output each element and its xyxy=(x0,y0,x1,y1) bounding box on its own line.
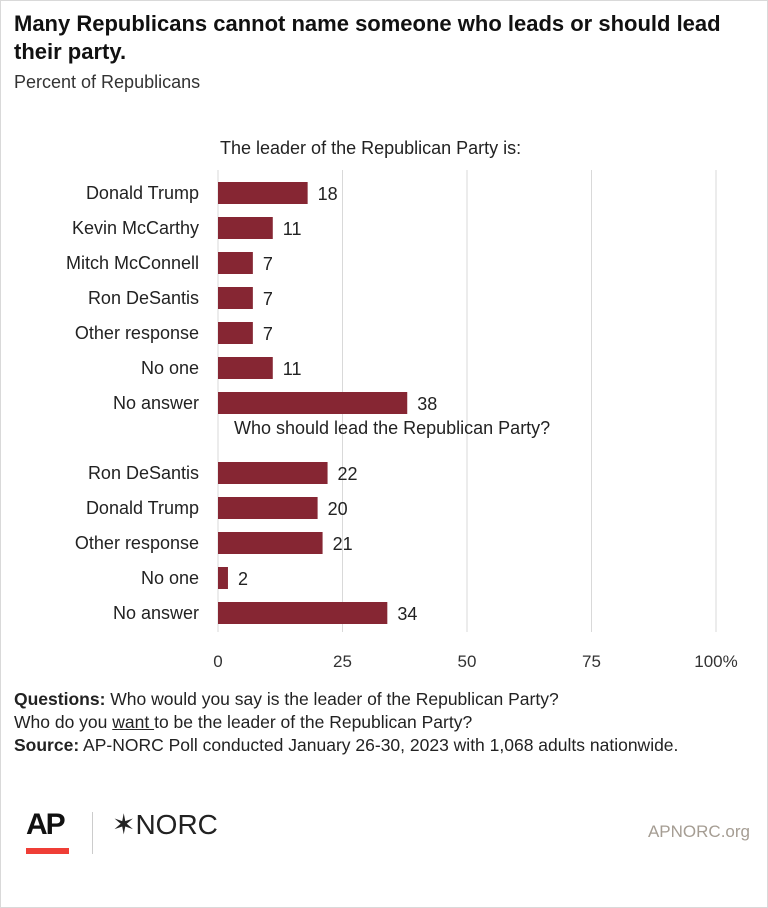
chart-notes: Questions: Who would you say is the lead… xyxy=(14,688,754,757)
ap-logo-underline xyxy=(26,848,69,854)
category-label: Other response xyxy=(75,533,199,553)
bar xyxy=(218,462,328,484)
x-tick-label: 0 xyxy=(213,652,222,671)
bar xyxy=(218,182,308,204)
x-tick-label: 25 xyxy=(333,652,352,671)
bar xyxy=(218,497,318,519)
x-tick-label: 75 xyxy=(582,652,601,671)
data-label: 11 xyxy=(283,219,302,239)
chart-title: Many Republicans cannot name someone who… xyxy=(14,11,721,64)
x-tick-label: 100% xyxy=(694,652,737,671)
norc-logo: ✶NORC xyxy=(112,809,218,840)
data-label: 38 xyxy=(417,394,437,414)
category-label: Other response xyxy=(75,323,199,343)
questions-label: Questions: xyxy=(14,689,106,709)
ap-logo: AP xyxy=(26,808,66,841)
category-label: Ron DeSantis xyxy=(88,288,199,308)
bar xyxy=(218,392,408,414)
data-label: 2 xyxy=(238,569,248,589)
category-label: No one xyxy=(141,568,199,588)
bar xyxy=(218,357,273,379)
data-label: 21 xyxy=(333,534,353,554)
category-label: No answer xyxy=(113,603,199,623)
source-label: Source: xyxy=(14,735,80,755)
logo-divider xyxy=(92,812,93,854)
data-label: 34 xyxy=(397,604,417,624)
group-heading: The leader of the Republican Party is: xyxy=(220,138,521,158)
category-label: No one xyxy=(141,358,199,378)
data-label: 7 xyxy=(263,324,273,344)
bar xyxy=(218,217,273,239)
bar xyxy=(218,532,323,554)
data-label: 11 xyxy=(283,359,302,379)
source-text: AP-NORC Poll conducted January 26-30, 20… xyxy=(79,735,679,755)
data-label: 18 xyxy=(318,184,338,204)
bar xyxy=(218,567,228,589)
category-label: Kevin McCarthy xyxy=(72,218,199,238)
site-link[interactable]: APNORC.org xyxy=(647,822,750,841)
bar-chart: 0 25 50 75 100% The leader of the Republican … xyxy=(66,138,738,671)
questions-want: want xyxy=(112,712,155,732)
questions-text-2b: to be the leader of the Republican Party… xyxy=(154,712,473,732)
questions-text: Who would you say is the leader of the R… xyxy=(105,689,559,709)
x-tick-label: 50 xyxy=(458,652,477,671)
category-label: Donald Trump xyxy=(86,183,199,203)
category-label: No answer xyxy=(113,393,199,413)
chart-subtitle: Percent of Republicans xyxy=(14,72,201,92)
group-heading: Who should lead the Republican Party? xyxy=(234,418,550,438)
category-label: Ron DeSantis xyxy=(88,463,199,483)
category-label: Mitch McConnell xyxy=(66,253,199,273)
bar xyxy=(218,287,253,309)
data-label: 7 xyxy=(263,289,273,309)
bar xyxy=(218,252,253,274)
data-label: 20 xyxy=(328,499,348,519)
data-label: 22 xyxy=(338,464,358,484)
category-label: Donald Trump xyxy=(86,498,199,518)
data-label: 7 xyxy=(263,254,273,274)
bar xyxy=(218,322,253,344)
questions-text-2a: Who do you xyxy=(14,712,113,732)
bar xyxy=(218,602,388,624)
